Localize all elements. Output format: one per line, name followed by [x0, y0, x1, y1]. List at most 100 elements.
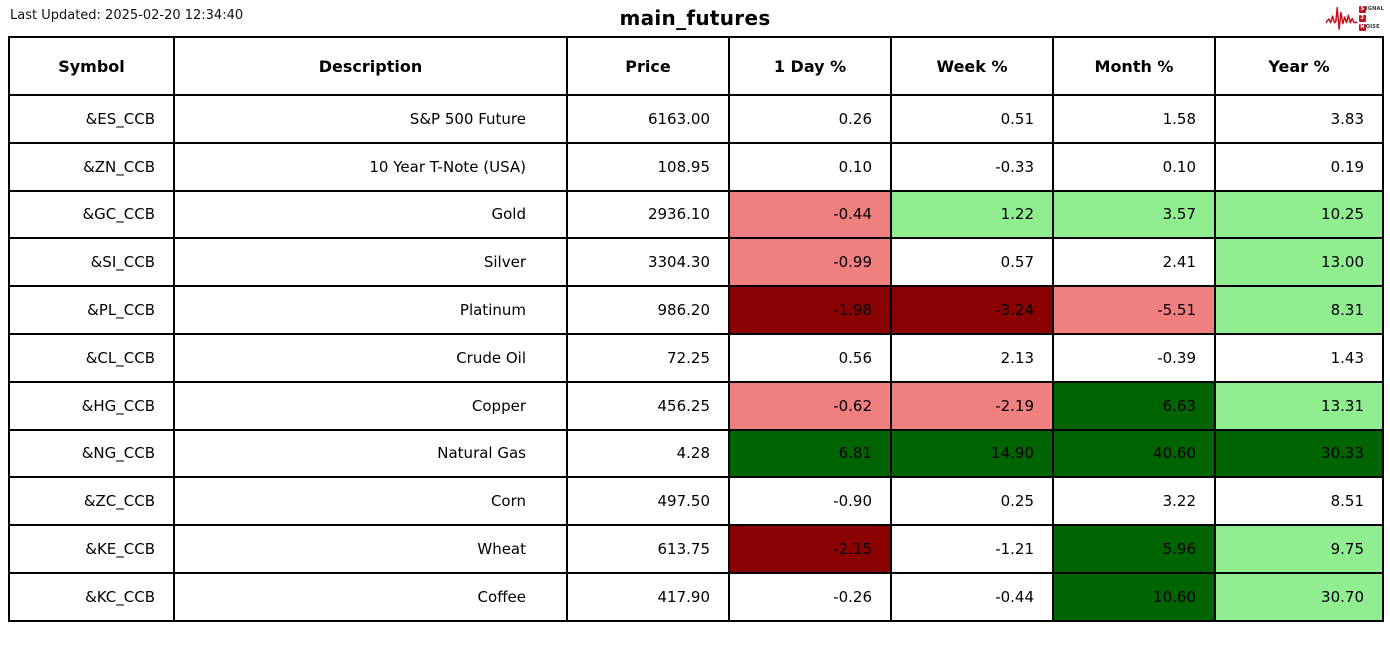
- day-percent-cell: -0.90: [728, 476, 892, 527]
- day-percent-cell: -0.99: [728, 237, 892, 288]
- futures-table: Symbol Description Price 1 Day % Week % …: [8, 36, 1384, 622]
- top-bar: Last Updated: 2025-02-20 12:34:40 main_f…: [0, 0, 1390, 36]
- day-percent-cell: 0.56: [728, 332, 892, 383]
- logo-word-ignal: IGNAL: [1365, 6, 1384, 12]
- table-row: &PL_CCB Platinum 986.20 -1.98 -3.24 -5.51 8.31: [8, 285, 1384, 335]
- waveform-icon: [1326, 6, 1358, 30]
- year-percent-cell: 13.00: [1214, 237, 1384, 288]
- symbol-cell: &GC_CCB: [8, 189, 175, 240]
- price-cell: 2936.10: [566, 189, 730, 240]
- year-percent-cell: 3.83: [1214, 94, 1384, 144]
- description-cell: Gold: [173, 189, 568, 240]
- logo-letter-n: N: [1358, 23, 1366, 31]
- price-cell: 986.20: [566, 285, 730, 335]
- table-row: &ES_CCB S&P 500 Future 6163.00 0.26 0.51 1.58…: [8, 94, 1384, 144]
- symbol-cell: &ZN_CCB: [8, 141, 175, 192]
- price-cell: 108.95: [566, 141, 730, 192]
- table-row: &NG_CCB Natural Gas 4.28 6.81 14.90 40.60 30.3…: [8, 428, 1384, 479]
- price-cell: 4.28: [566, 428, 730, 479]
- table-row: &SI_CCB Silver 3304.30 -0.99 0.57 2.41 13.00: [8, 237, 1384, 288]
- description-cell: Coffee: [173, 571, 568, 622]
- day-percent-cell: 0.26: [728, 94, 892, 144]
- table-body: &ES_CCB S&P 500 Future 6163.00 0.26 0.51 1.58…: [8, 94, 1384, 622]
- symbol-cell: &KC_CCB: [8, 571, 175, 622]
- week-percent-cell: -1.21: [890, 524, 1054, 574]
- page-title: main_futures: [619, 6, 771, 30]
- month-percent-cell: 40.60: [1052, 428, 1216, 479]
- price-cell: 3304.30: [566, 237, 730, 288]
- header-row: Symbol Description Price 1 Day % Week % …: [8, 36, 1384, 96]
- price-cell: 456.25: [566, 380, 730, 431]
- day-percent-cell: -1.98: [728, 285, 892, 335]
- week-percent-cell: -0.44: [890, 571, 1054, 622]
- year-percent-cell: 13.31: [1214, 380, 1384, 431]
- day-percent-cell: -2.15: [728, 524, 892, 574]
- week-percent-cell: -0.33: [890, 141, 1054, 192]
- week-percent-cell: 0.57: [890, 237, 1054, 288]
- price-cell: 497.50: [566, 476, 730, 527]
- col-header-symbol: Symbol: [8, 36, 175, 96]
- year-percent-cell: 9.75: [1214, 524, 1384, 574]
- col-header-month: Month %: [1052, 36, 1216, 96]
- month-percent-cell: 3.57: [1052, 189, 1216, 240]
- month-percent-cell: 2.41: [1052, 237, 1216, 288]
- month-percent-cell: 6.63: [1052, 380, 1216, 431]
- symbol-cell: &CL_CCB: [8, 332, 175, 383]
- day-percent-cell: 6.81: [728, 428, 892, 479]
- description-cell: 10 Year T-Note (USA): [173, 141, 568, 192]
- price-cell: 417.90: [566, 571, 730, 622]
- month-percent-cell: 10.60: [1052, 571, 1216, 622]
- day-percent-cell: -0.44: [728, 189, 892, 240]
- col-header-description: Description: [173, 36, 568, 96]
- week-percent-cell: 2.13: [890, 332, 1054, 383]
- col-header-price: Price: [566, 36, 730, 96]
- week-percent-cell: 14.90: [890, 428, 1054, 479]
- day-percent-cell: -0.26: [728, 571, 892, 622]
- symbol-cell: &ZC_CCB: [8, 476, 175, 527]
- year-percent-cell: 0.19: [1214, 141, 1384, 192]
- col-header-1day: 1 Day %: [728, 36, 892, 96]
- year-percent-cell: 10.25: [1214, 189, 1384, 240]
- col-header-week: Week %: [890, 36, 1054, 96]
- description-cell: Corn: [173, 476, 568, 527]
- week-percent-cell: 0.25: [890, 476, 1054, 527]
- year-percent-cell: 8.31: [1214, 285, 1384, 335]
- year-percent-cell: 1.43: [1214, 332, 1384, 383]
- last-updated-label: Last Updated: 2025-02-20 12:34:40: [10, 8, 244, 23]
- table-row: &GC_CCB Gold 2936.10 -0.44 1.22 3.57 10.25: [8, 189, 1384, 240]
- description-cell: S&P 500 Future: [173, 94, 568, 144]
- table-row: &HG_CCB Copper 456.25 -0.62 -2.19 6.63 13.31: [8, 380, 1384, 431]
- description-cell: Copper: [173, 380, 568, 431]
- col-header-year: Year %: [1214, 36, 1384, 96]
- week-percent-cell: -3.24: [890, 285, 1054, 335]
- signal2noise-logo: S IGNAL 2 N OISE: [1326, 2, 1384, 34]
- table-row: &KC_CCB Coffee 417.90 -0.26 -0.44 10.60 30.70: [8, 571, 1384, 622]
- table-row: &CL_CCB Crude Oil 72.25 0.56 2.13 -0.39 1.43: [8, 332, 1384, 383]
- symbol-cell: &SI_CCB: [8, 237, 175, 288]
- symbol-cell: &KE_CCB: [8, 524, 175, 574]
- month-percent-cell: 3.22: [1052, 476, 1216, 527]
- price-cell: 72.25: [566, 332, 730, 383]
- week-percent-cell: 1.22: [890, 189, 1054, 240]
- symbol-cell: &NG_CCB: [8, 428, 175, 479]
- price-cell: 6163.00: [566, 94, 730, 144]
- table-row: &KE_CCB Wheat 613.75 -2.15 -1.21 5.96 9.75: [8, 524, 1384, 574]
- table-row: &ZC_CCB Corn 497.50 -0.90 0.25 3.22 8.51: [8, 476, 1384, 527]
- week-percent-cell: 0.51: [890, 94, 1054, 144]
- month-percent-cell: -5.51: [1052, 285, 1216, 335]
- logo-letter-2: 2: [1358, 14, 1366, 22]
- symbol-cell: &ES_CCB: [8, 94, 175, 144]
- symbol-cell: &HG_CCB: [8, 380, 175, 431]
- symbol-cell: &PL_CCB: [8, 285, 175, 335]
- day-percent-cell: 0.10: [728, 141, 892, 192]
- logo-text: S IGNAL 2 N OISE: [1358, 5, 1384, 31]
- price-cell: 613.75: [566, 524, 730, 574]
- table-header: Symbol Description Price 1 Day % Week % …: [8, 36, 1384, 96]
- month-percent-cell: 1.58: [1052, 94, 1216, 144]
- table-row: &ZN_CCB 10 Year T-Note (USA) 108.95 0.10 -0.…: [8, 141, 1384, 192]
- week-percent-cell: -2.19: [890, 380, 1054, 431]
- description-cell: Platinum: [173, 285, 568, 335]
- description-cell: Wheat: [173, 524, 568, 574]
- year-percent-cell: 30.33: [1214, 428, 1384, 479]
- logo-letter-s: S: [1358, 5, 1366, 13]
